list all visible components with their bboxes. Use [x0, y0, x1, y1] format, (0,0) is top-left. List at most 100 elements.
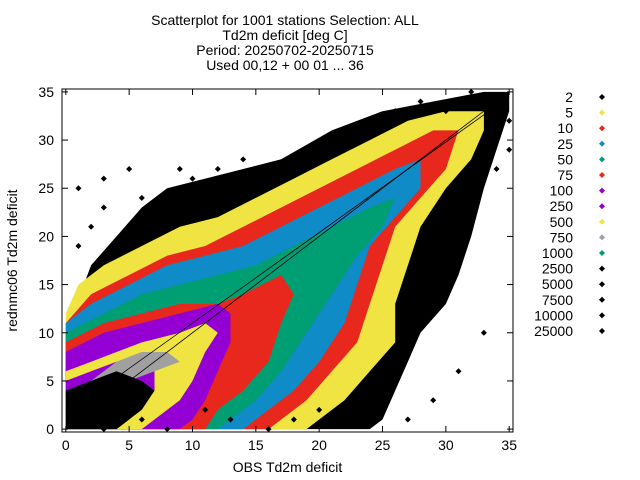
- x-tick-label: 0: [62, 437, 70, 453]
- legend-marker: [599, 250, 605, 256]
- outlier-point: [176, 165, 183, 172]
- legend-marker: [599, 156, 605, 163]
- legend-marker: [599, 125, 605, 132]
- legend-marker: [599, 281, 605, 288]
- outlier-point: [303, 146, 310, 153]
- legend-label: 5000: [542, 276, 573, 292]
- outlier-point: [100, 175, 107, 182]
- outlier-point: [138, 194, 145, 201]
- outlier-point: [227, 416, 234, 423]
- outlier-point: [100, 426, 107, 433]
- x-tick-label: 5: [125, 437, 133, 453]
- outlier-point: [290, 416, 297, 423]
- legend-marker: [599, 328, 605, 334]
- title-line: Used 00,12 + 00 01 ... 36: [206, 57, 364, 73]
- regression-line: [65, 96, 510, 415]
- outlier-point: [430, 300, 437, 307]
- y-tick-label: 10: [38, 325, 54, 341]
- outlier-point: [404, 416, 411, 423]
- legend-label: 25000: [534, 323, 573, 339]
- outlier-point: [126, 165, 133, 172]
- plot-frame: [61, 88, 514, 433]
- outlier-point: [493, 165, 500, 172]
- legend: 2510255075100250500750100025005000750010…: [534, 89, 605, 339]
- y-tick-label: 35: [38, 84, 54, 100]
- outlier-point: [480, 137, 487, 144]
- outlier-point: [202, 406, 209, 413]
- legend-label: 100: [550, 183, 574, 199]
- outlier-point: [366, 117, 373, 124]
- outlier-point: [138, 416, 145, 423]
- chart-title: Scatterplot for 1001 stations Selection:…: [151, 12, 419, 73]
- x-tick-label: 15: [248, 437, 264, 453]
- x-tick-label: 35: [501, 437, 517, 453]
- outlier-point: [265, 426, 272, 433]
- axis-ticks: 0 5 10 15 20 25 30 35 0 5 10 15 20 25 30 35: [38, 84, 517, 453]
- legend-marker: [599, 203, 605, 210]
- legend-label: 750: [550, 229, 574, 245]
- x-tick-label: 20: [311, 437, 327, 453]
- outlier-point: [164, 204, 171, 211]
- legend-marker: [599, 218, 605, 225]
- outlier-point: [480, 329, 487, 336]
- x-tick-label: 25: [375, 437, 391, 453]
- outlier-point: [189, 175, 196, 182]
- outlier-point: [417, 98, 424, 105]
- outlier-point: [455, 223, 462, 230]
- outlier-point: [392, 108, 399, 115]
- outlier-point: [506, 146, 513, 153]
- y-tick-label: 15: [38, 277, 54, 293]
- legend-label: 500: [550, 214, 574, 230]
- legend-marker: [599, 140, 605, 147]
- y-axis-label: rednmc06 Td2m deficit: [4, 189, 20, 331]
- outlier-point: [468, 88, 475, 95]
- y-tick-label: 0: [46, 421, 54, 437]
- outlier-point: [430, 397, 437, 404]
- outlier-point: [265, 175, 272, 182]
- legend-label: 50: [557, 151, 573, 167]
- legend-label: 7500: [542, 292, 573, 308]
- legend-marker: [599, 296, 605, 303]
- legend-label: 1000: [542, 245, 573, 261]
- legend-label: 250: [550, 198, 574, 214]
- outlier-point: [214, 165, 221, 172]
- outlier-point: [392, 377, 399, 384]
- outlier-point: [366, 406, 373, 413]
- density-region-2500: [65, 371, 155, 430]
- outlier-point: [240, 156, 247, 163]
- x-tick-label: 30: [438, 437, 454, 453]
- outlier-point: [316, 406, 323, 413]
- legend-label: 75: [557, 167, 573, 183]
- legend-marker: [599, 265, 605, 272]
- y-tick-label: 30: [38, 132, 54, 148]
- legend-label: 2: [565, 89, 573, 105]
- legend-marker: [599, 187, 605, 194]
- outlier-point: [442, 108, 449, 115]
- legend-label: 2500: [542, 261, 573, 277]
- outlier-point: [341, 416, 348, 423]
- legend-label: 5: [565, 105, 573, 121]
- outlier-point: [164, 426, 171, 433]
- outlier-point: [88, 223, 95, 230]
- x-tick-label: 10: [185, 437, 201, 453]
- y-tick-label: 20: [38, 228, 54, 244]
- outlier-point: [75, 243, 82, 250]
- diagonal-line: [65, 91, 510, 430]
- legend-marker: [599, 312, 605, 319]
- x-axis-label: OBS Td2m deficit: [233, 459, 343, 475]
- legend-marker: [599, 109, 605, 116]
- y-tick-label: 25: [38, 180, 54, 196]
- title-line: Scatterplot for 1001 stations Selection:…: [151, 12, 419, 28]
- legend-label: 10000: [534, 307, 573, 323]
- legend-label: 25: [557, 136, 573, 152]
- outlier-point: [341, 127, 348, 134]
- outlier-point: [100, 204, 107, 211]
- outlier-point: [455, 368, 462, 375]
- y-tick-label: 5: [46, 373, 54, 389]
- legend-marker: [599, 234, 605, 241]
- reference-lines: [65, 91, 510, 430]
- title-line: Period: 20250702-20250715: [196, 42, 374, 58]
- legend-marker: [599, 172, 605, 178]
- outlier-point: [506, 117, 513, 124]
